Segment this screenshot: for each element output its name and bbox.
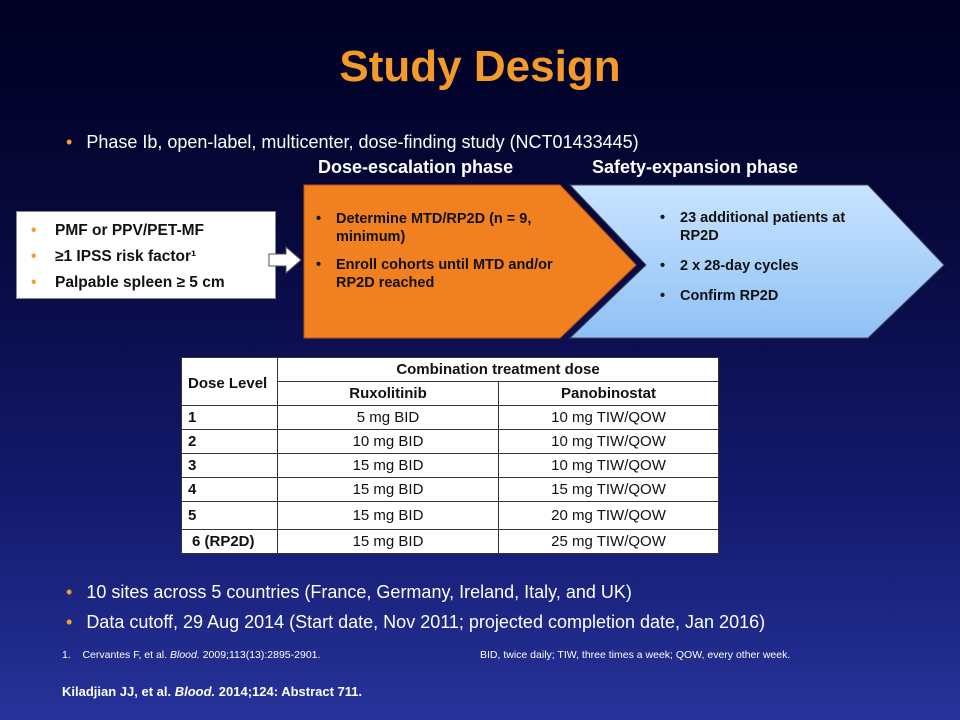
escalation-items: Determine MTD/RP2D (n = 9, minimum) Enro… [312, 210, 582, 302]
ruxolitinib-cell: 5 mg BID [277, 405, 499, 430]
bullet-dot-icon: • [66, 582, 73, 602]
bottom-bullet: • 10 sites across 5 countries (France, Ge… [66, 582, 765, 603]
level-cell: 5 [181, 501, 278, 530]
expansion-item: Confirm RP2D [656, 287, 886, 305]
table-row: 4 15 mg BID 15 mg TIW/QOW [181, 477, 719, 502]
right-arrow-icon [268, 245, 302, 275]
footnote-journal: Blood. [169, 649, 200, 661]
table-row: 5 15 mg BID 20 mg TIW/QOW [181, 501, 719, 530]
dose-level-table: Dose Level Combination treatment dose Ru… [181, 357, 719, 554]
slide-title: Study Design [339, 42, 621, 91]
level-cell: 6 (RP2D) [181, 529, 278, 554]
footnote-details: 2009;113(13):2895-2901. [202, 649, 321, 661]
ruxolitinib-cell: 15 mg BID [277, 477, 499, 502]
dose-level-header: Dose Level [181, 357, 278, 406]
intro-bullet: • Phase Ib, open-label, multicenter, dose… [66, 132, 639, 153]
bottom-bullet: • Data cutoff, 29 Aug 2014 (Start date, N… [66, 612, 765, 633]
ruxolitinib-cell: 15 mg BID [277, 453, 499, 478]
abbreviations-note: BID, twice daily; TIW, three times a wee… [480, 649, 791, 661]
ruxolitinib-cell: 15 mg BID [277, 529, 499, 554]
expansion-phase-label: Safety-expansion phase [592, 157, 799, 177]
eligibility-criteria-box: PMF or PPV/PET-MF ≥1 IPSS risk factor¹ P… [16, 211, 276, 299]
escalation-item: Determine MTD/RP2D (n = 9, minimum) [312, 210, 582, 246]
panobinostat-header: Panobinostat [498, 381, 719, 406]
panobinostat-cell: 10 mg TIW/QOW [498, 405, 719, 430]
footnote-reference: 1. Cervantes F, et al. Blood. 2009;113(1… [62, 649, 320, 661]
bottom-bullets: • 10 sites across 5 countries (France, Ge… [66, 582, 765, 642]
level-cell: 2 [181, 429, 278, 454]
escalation-phase-label: Dose-escalation phase [318, 157, 514, 177]
table-row: 2 10 mg BID 10 mg TIW/QOW [181, 429, 719, 454]
intro-text: Phase Ib, open-label, multicenter, dose-… [86, 132, 639, 152]
level-cell: 3 [181, 453, 278, 478]
ruxolitinib-cell: 10 mg BID [277, 429, 499, 454]
source-citation: Kiladjian JJ, et al. Blood. 2014;124: Ab… [62, 684, 362, 699]
table-row: 3 15 mg BID 10 mg TIW/QOW [181, 453, 719, 478]
panobinostat-cell: 25 mg TIW/QOW [498, 529, 719, 554]
footnote-number: 1. [62, 649, 71, 661]
combination-header: Combination treatment dose [277, 357, 719, 382]
bottom-bullet-text: Data cutoff, 29 Aug 2014 (Start date, No… [86, 612, 766, 632]
panobinostat-cell: 10 mg TIW/QOW [498, 429, 719, 454]
bullet-dot-icon: • [66, 612, 73, 632]
panobinostat-cell: 15 mg TIW/QOW [498, 477, 719, 502]
escalation-item: Enroll cohorts until MTD and/or RP2D rea… [312, 256, 582, 292]
criteria-item: PMF or PPV/PET-MF [29, 218, 275, 244]
level-cell: 4 [181, 477, 278, 502]
level-cell: 1 [181, 405, 278, 430]
bullet-dot-icon: • [66, 132, 73, 152]
criteria-item: ≥1 IPSS risk factor¹ [29, 244, 275, 270]
table-row: 6 (RP2D) 15 mg BID 25 mg TIW/QOW [181, 529, 719, 554]
expansion-item: 2 x 28-day cycles [656, 257, 886, 275]
table-row: 1 5 mg BID 10 mg TIW/QOW [181, 405, 719, 430]
panobinostat-cell: 10 mg TIW/QOW [498, 453, 719, 478]
bottom-bullet-text: 10 sites across 5 countries (France, Ger… [86, 582, 632, 602]
footnote-authors: Cervantes F, et al. [82, 649, 168, 661]
panobinostat-cell: 20 mg TIW/QOW [498, 501, 719, 530]
citation-details: 2014;124: Abstract 711. [218, 684, 363, 699]
citation-journal: Blood. [174, 684, 216, 699]
expansion-items: 23 additional patients at RP2D 2 x 28-da… [656, 209, 886, 317]
criteria-item: Palpable spleen ≥ 5 cm [29, 270, 275, 296]
expansion-item: 23 additional patients at RP2D [656, 209, 886, 245]
ruxolitinib-header: Ruxolitinib [277, 381, 499, 406]
ruxolitinib-cell: 15 mg BID [277, 501, 499, 530]
citation-authors: Kiladjian JJ, et al. [62, 684, 172, 699]
